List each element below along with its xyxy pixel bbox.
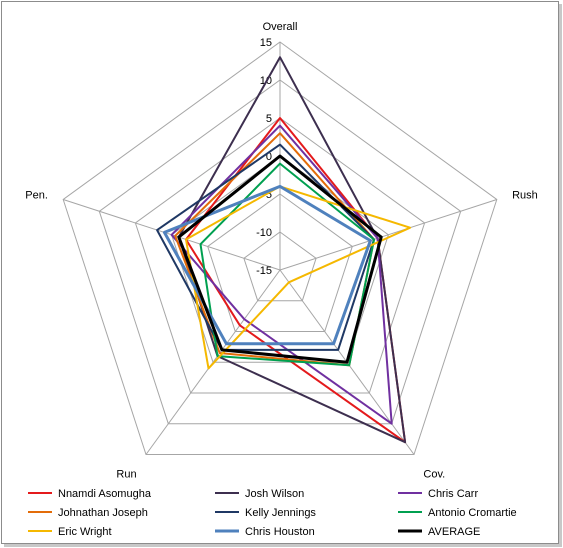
series-line-johnathan-joseph <box>174 132 375 367</box>
category-label-run: Run <box>116 468 136 480</box>
category-label-cov: Cov. <box>423 468 445 480</box>
legend-label-chris-houston: Chris Houston <box>245 526 315 538</box>
grid-ring <box>134 117 426 394</box>
category-labels: Overall Rush Cov. Run Pen. <box>25 21 538 480</box>
series-line-chris-houston <box>162 184 372 346</box>
grid-ring <box>98 79 462 425</box>
tick-label: 15 <box>260 37 272 49</box>
series-line-eric-wright <box>185 185 412 370</box>
legend-label-antonio-cromartie: Antonio Cromartie <box>428 507 517 519</box>
grid-ring <box>207 193 353 332</box>
series-line-average <box>177 154 383 364</box>
frame-shadow-bottom <box>4 544 562 547</box>
legend-label-eric-wright: Eric Wright <box>58 526 112 538</box>
legend-label-nnamdi-asomugha: Nnamdi Asomugha <box>58 488 152 500</box>
spoke-rush <box>279 199 497 271</box>
radar-grid <box>62 41 498 455</box>
legend-label-kelly-jennings: Kelly Jennings <box>245 507 316 519</box>
legend-label-josh-wilson: Josh Wilson <box>245 488 304 500</box>
series-line-antonio-cromartie <box>199 162 375 367</box>
category-label-pen: Pen. <box>25 190 48 202</box>
legend-label-chris-carr: Chris Carr <box>428 488 478 500</box>
series-line-kelly-jennings <box>156 143 375 351</box>
legend: Nnamdi Asomugha Josh Wilson Chris Carr John… <box>28 488 517 538</box>
category-label-rush: Rush <box>512 190 538 202</box>
grid-ring <box>243 231 317 302</box>
tick-label: 5 <box>266 113 272 125</box>
tick-label: 0 <box>266 151 272 163</box>
tick-label: -5 <box>262 189 272 201</box>
legend-label-average: AVERAGE <box>428 526 480 538</box>
series-lines <box>156 56 412 444</box>
series-line-josh-wilson <box>177 56 407 444</box>
frame-shadow-right <box>559 4 562 544</box>
grid-ring <box>62 41 498 455</box>
category-label-overall: Overall <box>263 21 298 33</box>
tick-label: -15 <box>256 265 272 277</box>
tick-label: -10 <box>256 227 272 239</box>
legend-label-johnathan-joseph: Johnathan Joseph <box>58 507 148 519</box>
